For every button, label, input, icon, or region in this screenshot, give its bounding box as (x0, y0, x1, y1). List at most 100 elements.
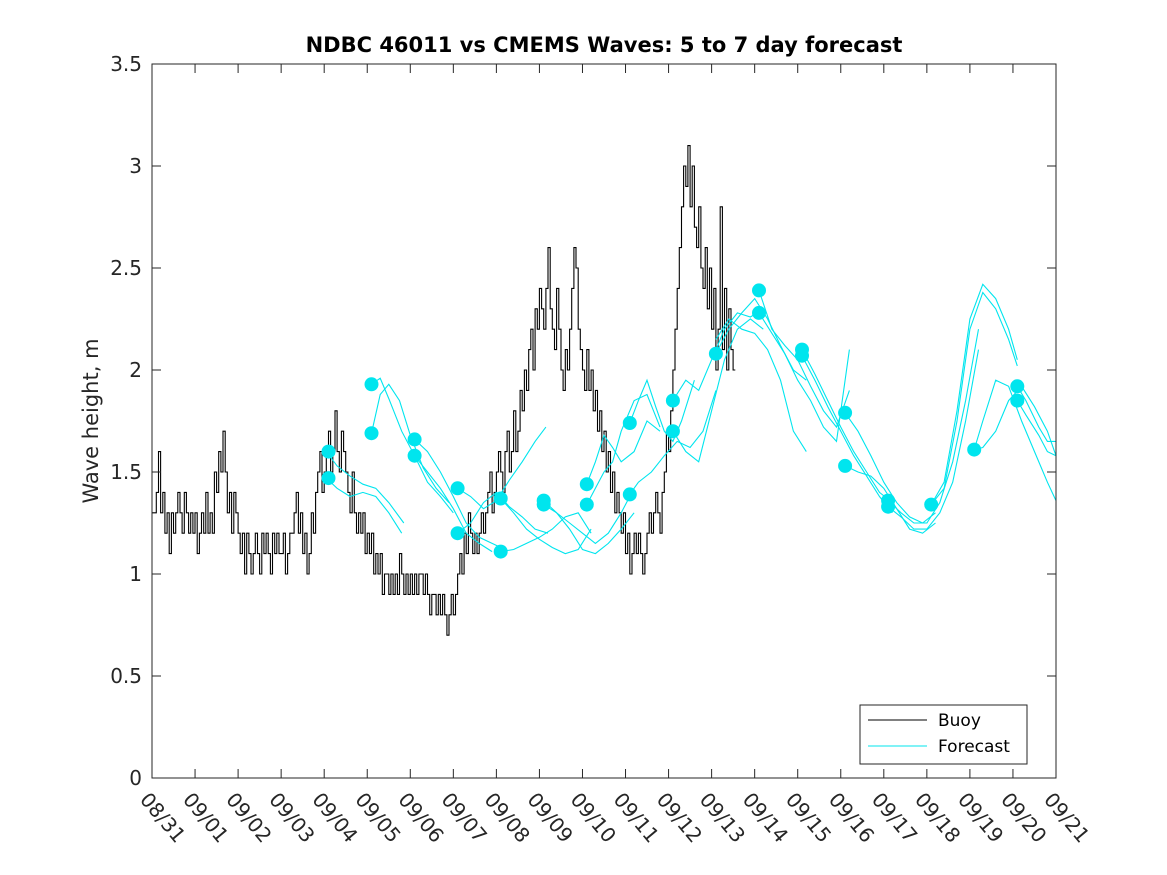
forecast-start-marker (579, 477, 594, 492)
legend-buoy-label: Buoy (938, 711, 981, 731)
legend-box (859, 704, 1028, 765)
forecast-start-marker (665, 424, 680, 439)
forecast-start-marker (838, 458, 853, 473)
forecast-start-marker (622, 487, 637, 502)
y-tick-label: 3 (129, 154, 142, 178)
axes-box (151, 63, 1057, 779)
forecast-line (500, 498, 592, 555)
forecast-start-marker (881, 499, 896, 514)
forecast-line (672, 318, 764, 463)
y-tick-label: 3.5 (110, 52, 142, 76)
forecast-line (887, 349, 980, 530)
y-axis: 0 0.5 1 1.5 2 2.5 3 3.5 (110, 52, 1056, 790)
y-tick-label: 1.5 (110, 460, 142, 484)
forecast-line (758, 312, 850, 443)
y-tick-label: 0.5 (110, 664, 142, 688)
forecast-line (930, 291, 1018, 505)
x-tick-label: 09/07 (437, 788, 492, 848)
forecast-start-marker (579, 497, 594, 512)
x-tick-label: 09/12 (652, 788, 707, 848)
x-tick-label: 09/01 (178, 788, 233, 848)
forecast-line (325, 477, 403, 534)
forecast-line (586, 420, 661, 485)
forecast-start-marker (752, 305, 766, 320)
forecast-series-layer (325, 283, 1057, 555)
x-tick-label: 09/10 (566, 788, 621, 848)
x-tick-label: 09/17 (867, 788, 922, 848)
legend: Buoy Forecast (859, 704, 1028, 765)
x-tick-label: 09/14 (738, 788, 793, 848)
forecast-start-marker (364, 377, 379, 392)
legend-forecast-label: Forecast (938, 737, 1010, 757)
x-tick-label: 09/20 (996, 788, 1051, 848)
x-tick-label: 09/03 (264, 788, 319, 848)
forecast-start-marker (536, 497, 551, 512)
forecast-line (457, 426, 547, 510)
x-tick-label: 09/16 (824, 788, 879, 848)
forecast-start-marker (493, 544, 508, 559)
buoy-series-layer (152, 145, 736, 636)
x-tick-label: 09/06 (393, 788, 448, 848)
forecast-line (887, 329, 980, 524)
forecast-line (1016, 386, 1056, 442)
forecast-start-marker (795, 348, 809, 363)
chart-title: NDBC 46011 vs CMEMS Waves: 5 to 7 day fo… (306, 33, 903, 57)
forecast-marker-layer (321, 283, 1025, 559)
x-tick-label: 09/13 (695, 788, 750, 848)
forecast-line (974, 385, 1057, 456)
forecast-line (629, 378, 695, 443)
forecast-start-marker (450, 526, 465, 541)
forecast-start-marker (924, 497, 939, 512)
x-tick-label: 09/08 (480, 788, 535, 848)
forecast-start-marker (364, 426, 379, 441)
forecast-start-marker (967, 442, 982, 457)
forecast-line (325, 451, 405, 524)
forecast-line (629, 390, 717, 495)
forecast-line (844, 412, 936, 524)
forecast-line (543, 500, 635, 555)
plot-area (152, 64, 1056, 778)
forecast-start-marker (752, 283, 766, 298)
forecast-line (801, 349, 893, 504)
forecast-start-marker (450, 481, 465, 496)
forecast-line (1016, 400, 1057, 457)
forecast-line (801, 355, 893, 514)
forecast-line (500, 512, 592, 553)
forecast-line (672, 308, 764, 401)
forecast-line (371, 377, 454, 514)
x-tick-label: 09/21 (1039, 788, 1094, 848)
forecast-start-marker (1010, 379, 1025, 394)
forecast-start-marker (665, 393, 680, 408)
x-tick-label: 09/02 (221, 788, 276, 848)
x-tick-label: 08/31 (135, 788, 190, 848)
forecast-line (414, 439, 506, 550)
forecast-start-marker (407, 432, 422, 447)
y-tick-label: 2.5 (110, 256, 142, 280)
forecast-start-marker (321, 471, 336, 486)
forecast-start-marker (838, 405, 853, 420)
y-tick-label: 0 (129, 766, 142, 790)
forecast-line (543, 488, 635, 545)
forecast-line (758, 290, 850, 429)
forecast-start-marker (708, 346, 723, 361)
x-tick-label: 09/04 (307, 788, 362, 848)
x-tick-label: 09/09 (523, 788, 578, 848)
buoy-line (152, 145, 736, 636)
forecast-start-marker (407, 448, 422, 463)
x-tick-label: 09/19 (953, 788, 1008, 848)
x-tick-label: 09/05 (350, 788, 405, 848)
forecast-line (370, 383, 450, 503)
forecast-start-marker (622, 416, 637, 430)
y-tick-label: 1 (129, 562, 142, 586)
forecast-line (930, 283, 1018, 505)
forecast-line (414, 455, 493, 553)
forecast-start-marker (321, 444, 336, 459)
forecast-line (586, 393, 661, 505)
forecast-start-marker (1010, 393, 1025, 408)
x-tick-label: 09/15 (781, 788, 836, 848)
x-tick-label: 09/11 (609, 788, 664, 848)
forecast-start-marker (493, 491, 508, 506)
x-tick-label: 09/18 (910, 788, 965, 848)
y-tick-label: 2 (129, 358, 142, 382)
